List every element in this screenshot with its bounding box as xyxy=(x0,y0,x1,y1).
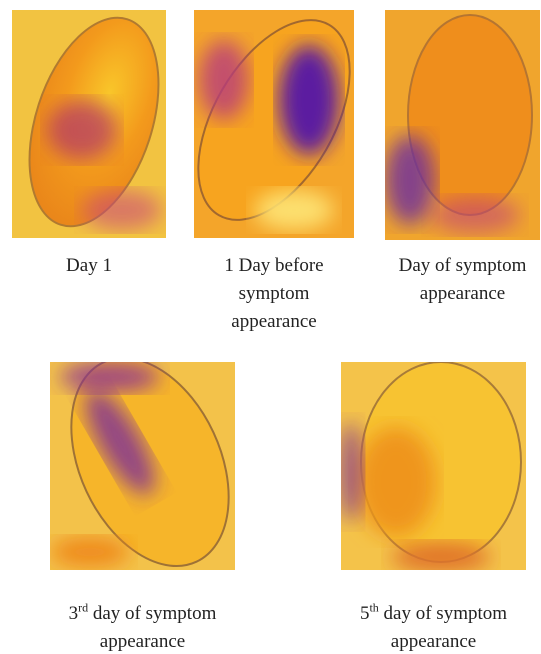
caption: 1 Day before symptom appearance xyxy=(224,255,324,332)
thermal-image xyxy=(341,362,526,570)
caption: 3rd day of symptom appearance xyxy=(30,600,255,654)
caption: Day of symptom appearance xyxy=(398,255,527,304)
thermal-image xyxy=(385,10,540,240)
thermal-image xyxy=(12,10,166,238)
caption: day of symptom appearance xyxy=(88,603,217,652)
thermal-image xyxy=(50,362,235,570)
caption-superscript: th xyxy=(369,600,379,615)
caption: day of symptom appearance xyxy=(378,603,508,652)
thermal-image xyxy=(194,10,354,238)
caption-number: 5 xyxy=(359,603,370,624)
caption: Day 1 xyxy=(66,255,112,276)
caption-number: 3 xyxy=(68,603,79,624)
caption: 5th day of symptom appearance xyxy=(321,600,541,654)
caption-superscript: rd xyxy=(78,600,89,615)
